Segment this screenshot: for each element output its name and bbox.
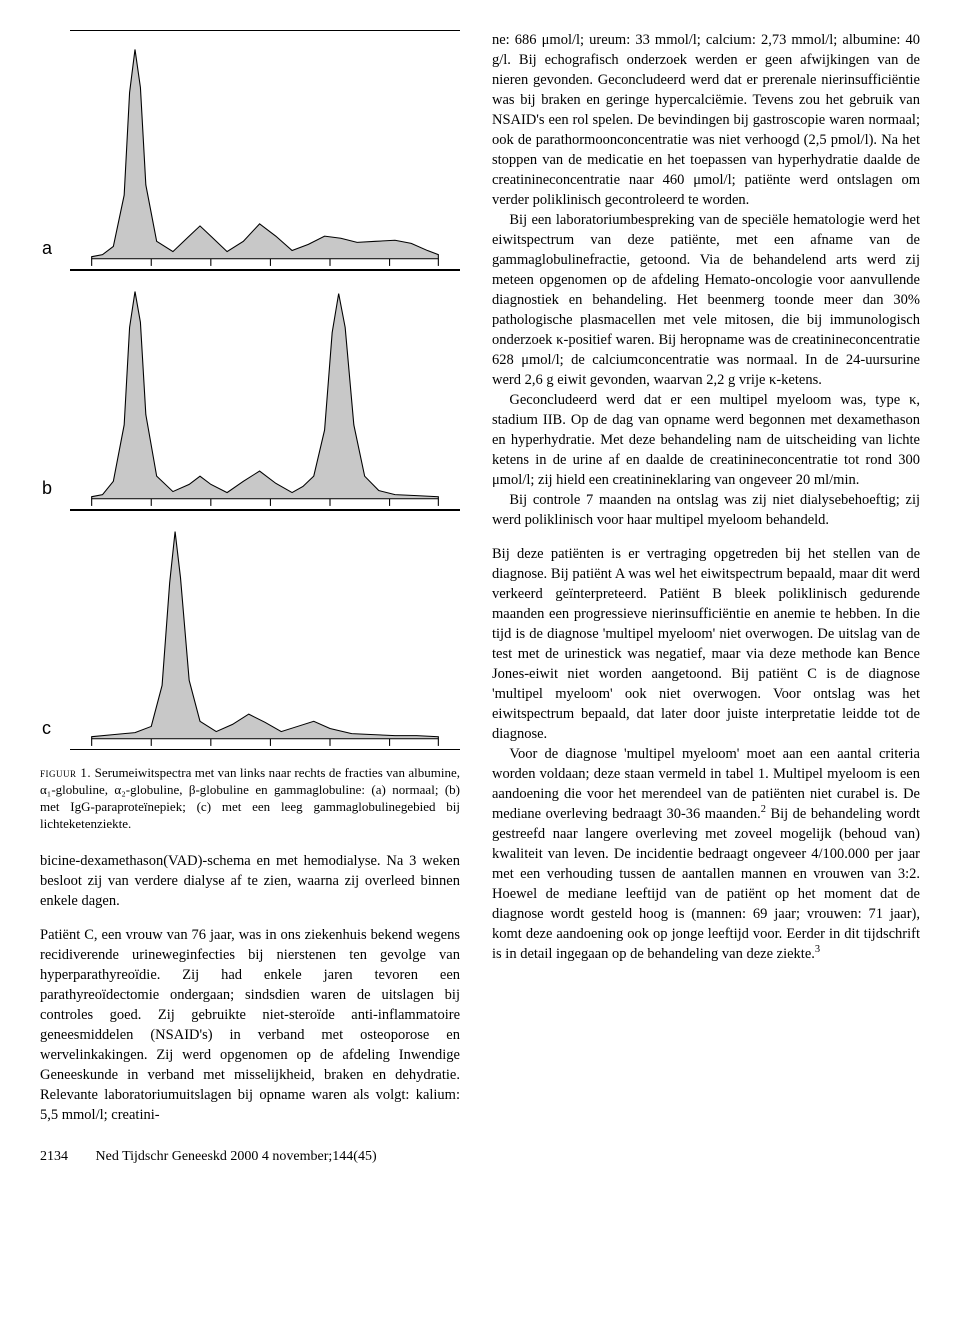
right-p2: Bij een laboratoriumbespreking van de sp… [492, 210, 920, 390]
caption-lead: figuur 1. [40, 765, 91, 780]
ticks-a [92, 259, 439, 266]
caption-text: Serumeiwitspectra met van links naar rec… [40, 765, 460, 831]
ticks-b [92, 499, 439, 506]
left-column: a b [40, 30, 460, 1166]
spectrum-curve-c [92, 532, 439, 739]
spectrum-chart-a [70, 31, 460, 269]
panel-label-a: a [42, 236, 52, 261]
right-p4: Bij controle 7 maanden na ontslag was zi… [492, 490, 920, 530]
panel-label-b: b [42, 476, 52, 501]
figure-1: a b [40, 30, 460, 750]
spectrum-curve-b [92, 292, 439, 499]
right-p5: Bij deze patiënten is er vertraging opge… [492, 544, 920, 744]
spectrum-chart-b [70, 271, 460, 509]
spectrum-curve-a [92, 49, 439, 258]
ticks-c [92, 739, 439, 746]
page-number: 2134 [40, 1147, 68, 1166]
page-footer: 2134 Ned Tijdschr Geneeskd 2000 4 novemb… [40, 1147, 460, 1166]
spectrum-panel-b: b [70, 270, 460, 510]
right-p3: Geconcludeerd werd dat er een multipel m… [492, 390, 920, 490]
page-columns: a b [40, 30, 920, 1166]
left-p1: bicine-dexamethason(VAD)-schema en met h… [40, 851, 460, 911]
right-p6: Voor de diagnose 'multipel myeloom' moet… [492, 744, 920, 964]
right-p6b: Bij de behandeling wordt gestreefd naar … [492, 806, 920, 962]
spectrum-chart-c [70, 511, 460, 749]
panel-label-c: c [42, 716, 51, 741]
spectrum-panel-c: c [70, 510, 460, 750]
citation-sup-3: 3 [815, 944, 820, 955]
figure-caption: figuur 1. Serumeiwitspectra met van link… [40, 764, 460, 833]
right-column: ne: 686 μmol/l; ureum: 33 mmol/l; calciu… [492, 30, 920, 1166]
left-p2: Patiënt C, een vrouw van 76 jaar, was in… [40, 925, 460, 1125]
right-p1: ne: 686 μmol/l; ureum: 33 mmol/l; calciu… [492, 30, 920, 210]
journal-citation: Ned Tijdschr Geneeskd 2000 4 november;14… [96, 1149, 377, 1164]
spectrum-panel-a: a [70, 30, 460, 270]
